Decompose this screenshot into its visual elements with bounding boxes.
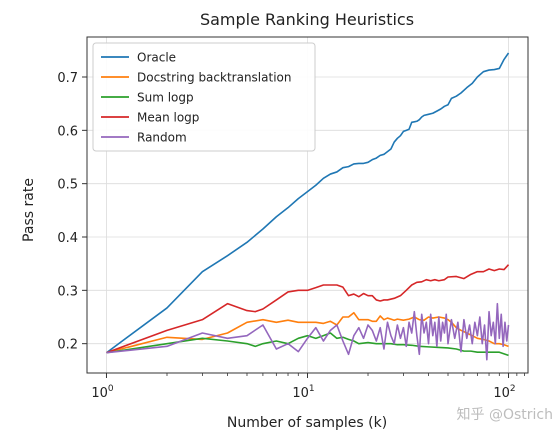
axis-ticks: 0.2 0.3 0.4 0.5 0.6 0.7 100 101 102 — [57, 71, 525, 401]
legend-label: Random — [137, 131, 187, 145]
x-tick-label: 100 — [91, 384, 114, 401]
legend-label: Oracle — [137, 51, 176, 65]
series-line-mean-logp — [106, 264, 510, 354]
y-tick-label: 0.4 — [57, 231, 78, 246]
watermark: 知乎 @Ostrich — [456, 407, 553, 423]
legend-box — [92, 42, 316, 152]
x-axis-label: Number of samples (k) — [227, 415, 387, 431]
series-line-oracle — [106, 52, 510, 354]
y-tick-label: 0.6 — [57, 124, 78, 139]
series-line-sum-logp — [106, 332, 509, 357]
y-tick-label: 0.5 — [57, 178, 78, 193]
plot-lines — [106, 52, 510, 361]
y-tick-label: 0.3 — [57, 284, 78, 299]
legend: Oracle Docstring backtranslation Sum logp M… — [92, 42, 316, 152]
legend-label: Docstring backtranslation — [137, 71, 291, 85]
y-axis-label: Pass rate — [21, 178, 37, 242]
x-tick-label: 101 — [292, 384, 314, 401]
legend-label: Mean logp — [137, 111, 199, 125]
legend-label: Sum logp — [137, 91, 194, 105]
chart-title: Sample Ranking Heuristics — [200, 10, 414, 29]
y-tick-label: 0.7 — [57, 71, 78, 86]
y-tick-label: 0.2 — [57, 338, 78, 353]
series-line-random — [106, 302, 510, 361]
x-tick-label: 102 — [493, 384, 515, 401]
